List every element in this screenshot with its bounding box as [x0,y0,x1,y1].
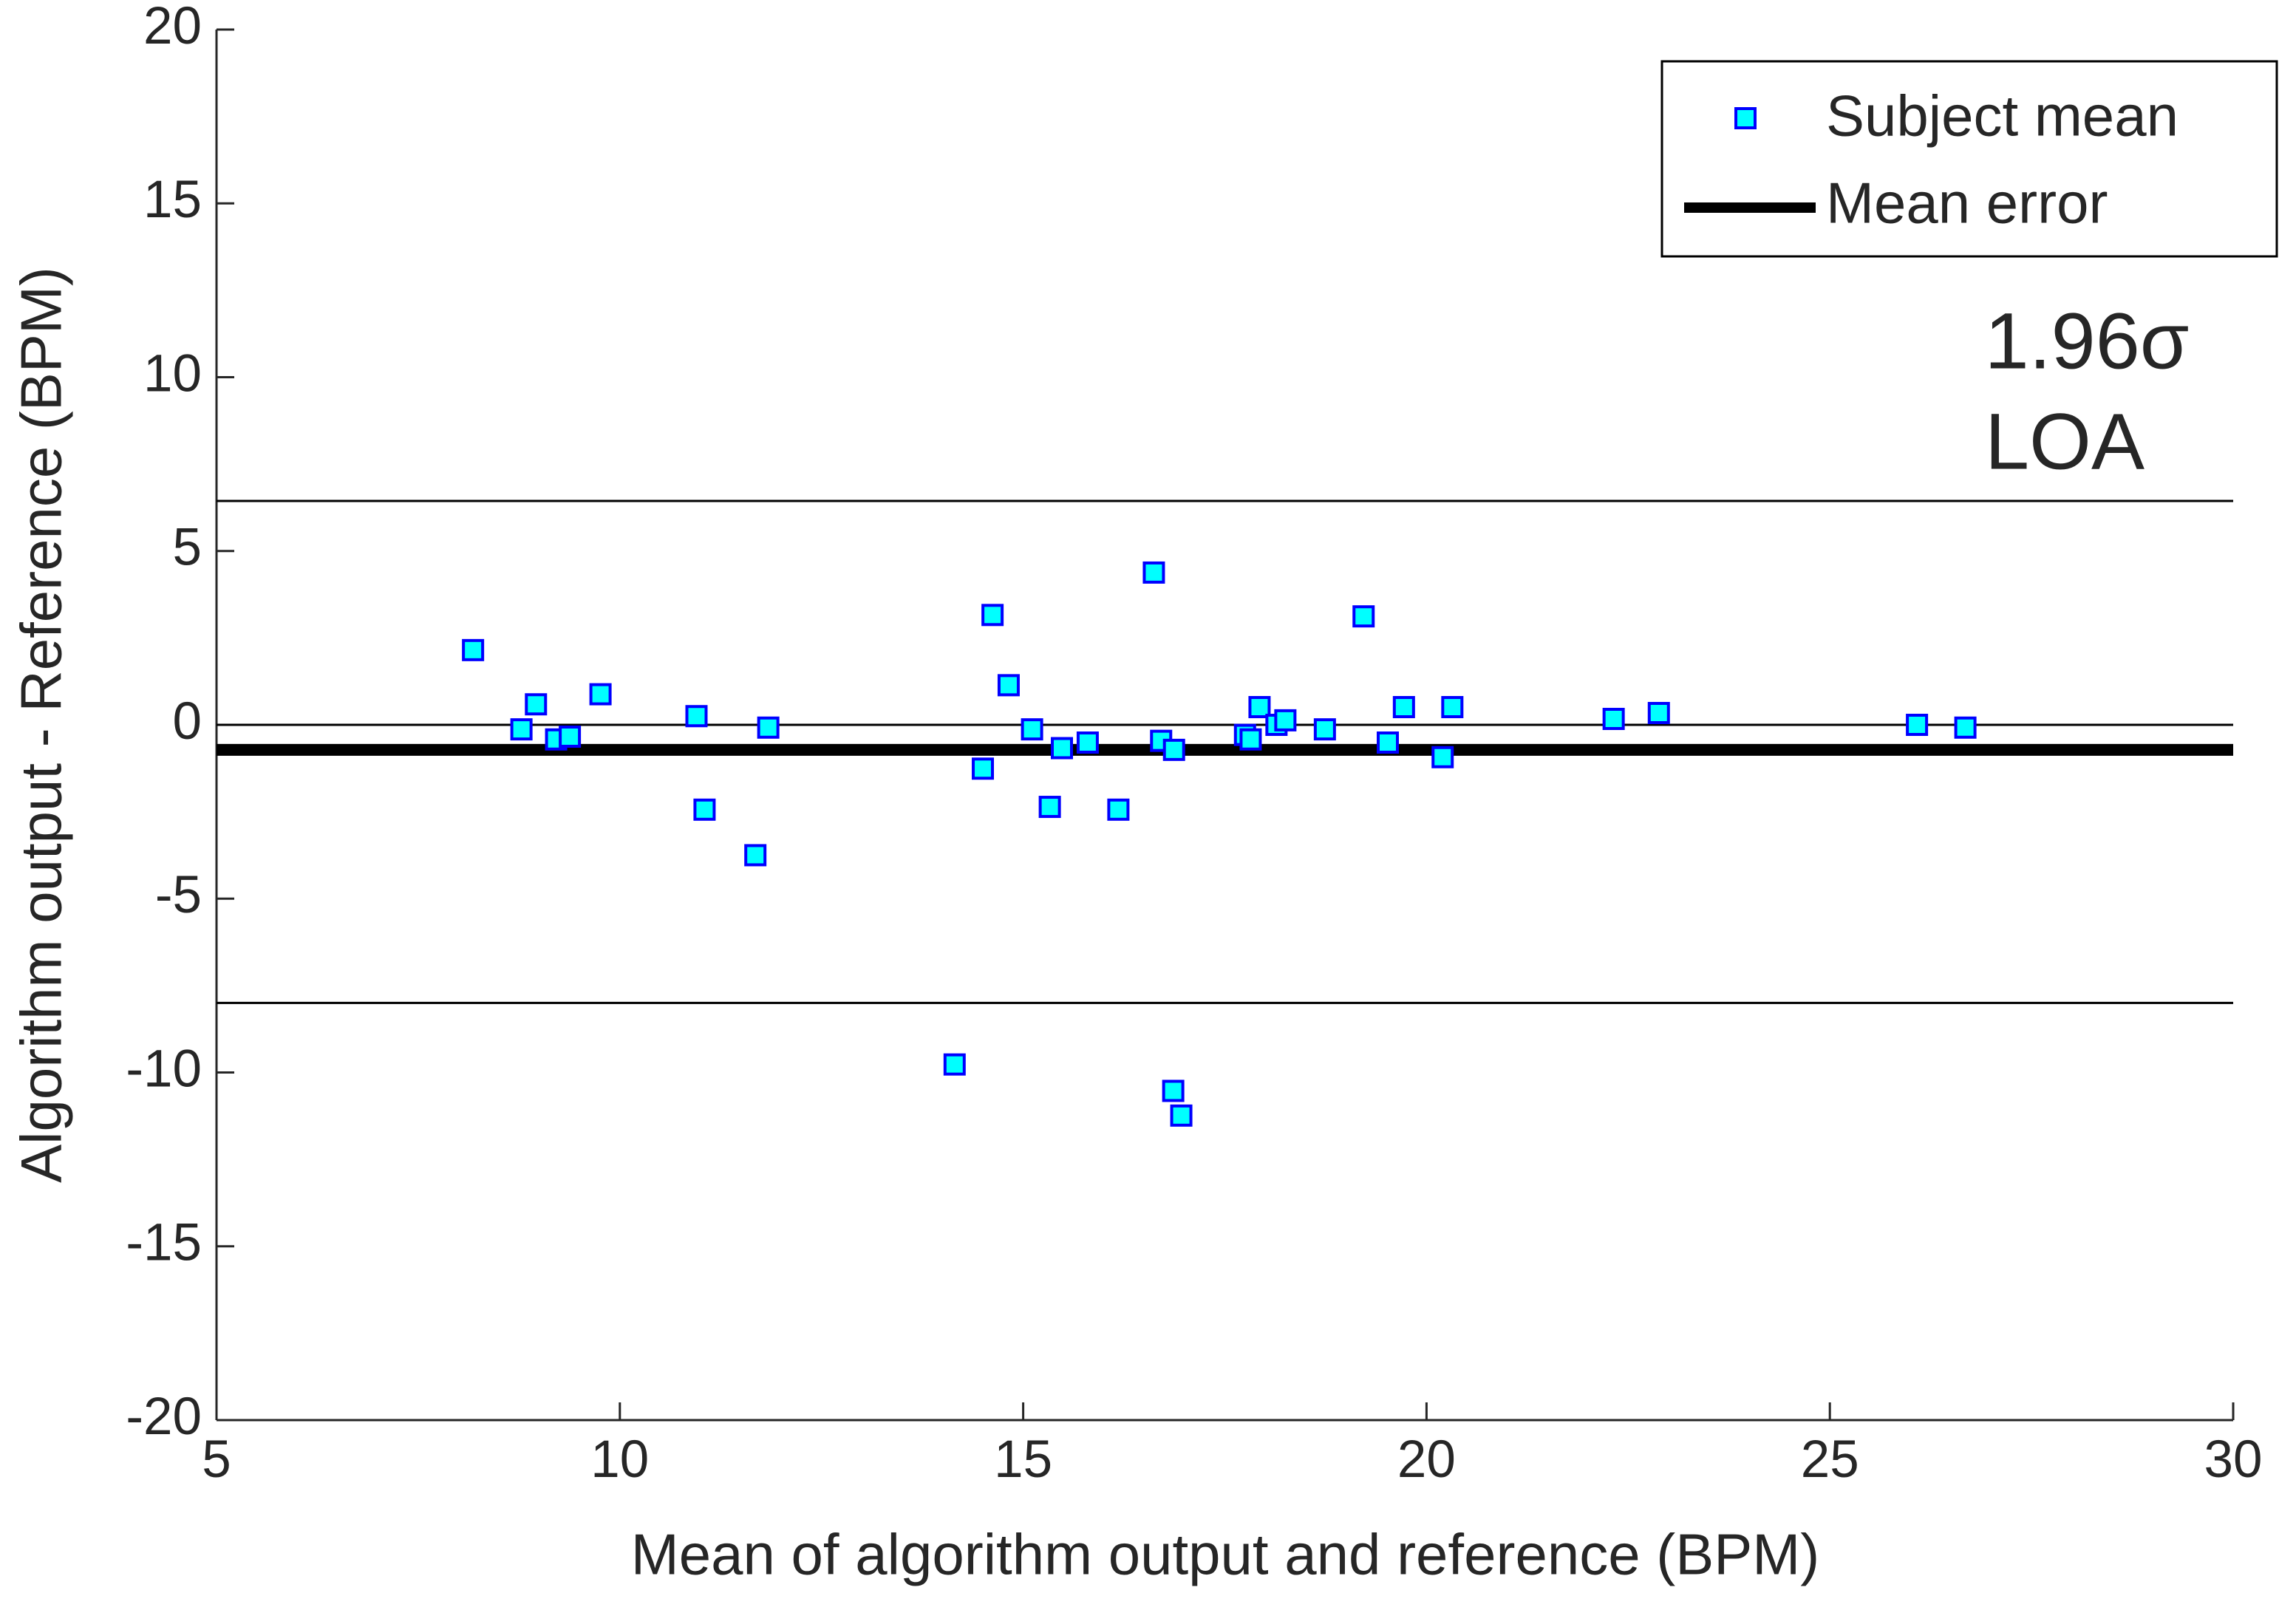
subject-mean-point [1906,714,1929,736]
subject-mean-point [997,674,1020,697]
subject-mean-point [589,683,612,706]
y-tick-label: -15 [126,1214,202,1272]
y-tick-label: 0 [173,692,202,751]
y-tick-label: -5 [155,866,202,924]
y-tick-label: 5 [173,519,202,577]
x-tick-label: 10 [590,1430,649,1489]
subject-mean-point [1142,561,1165,584]
x-tick-label: 25 [1801,1430,1859,1489]
subject-mean-point [1352,605,1375,628]
legend-label: Mean error [1826,171,2108,236]
y-axis-label: Algorithm output - Reference (BPM) [9,267,74,1183]
x-tick-label: 20 [1397,1430,1456,1489]
subject-mean-point [1162,738,1185,761]
subject-mean-point [1170,1104,1193,1127]
subject-mean-point [1602,708,1625,731]
annotation: LOA [1985,397,2145,486]
legend-marker [1734,107,1757,129]
subject-mean-point [1392,696,1415,719]
y-tick-label: 20 [143,0,202,55]
subject-mean-point [1239,728,1262,751]
subject-mean-point [981,604,1004,627]
subject-mean-point [1248,696,1271,719]
y-tick-label: 15 [143,171,202,229]
x-axis-label: Mean of algorithm output and reference (… [631,1522,1819,1587]
subject-mean-point [1647,702,1670,725]
subject-mean-point [693,798,716,821]
subject-mean-point [1313,718,1336,741]
subject-mean-point [1954,716,1977,739]
subject-mean-point [1377,731,1400,754]
subject-mean-point [1021,718,1043,741]
y-tick-label: -20 [126,1388,202,1446]
y-tick-label: -10 [126,1040,202,1098]
subject-mean-point [1431,746,1454,768]
subject-mean-point [1441,696,1464,719]
legend-box [1660,60,2278,258]
x-tick-label: 30 [2204,1430,2263,1489]
y-tick-label: 10 [143,344,202,403]
subject-mean-point [972,757,995,780]
subject-mean-point [685,705,708,728]
subject-mean-point [1038,796,1061,819]
legend-label: Subject mean [1826,83,2179,149]
subject-mean-point [744,844,767,867]
subject-mean-point [1274,709,1297,731]
subject-mean-point [462,638,485,661]
subject-mean-point [943,1053,966,1076]
annotation: 1.96σ [1985,296,2190,386]
subject-mean-point [1162,1079,1185,1102]
subject-mean-point [510,718,533,741]
x-tick-label: 5 [202,1430,231,1489]
subject-mean-point [559,725,582,748]
subject-mean-point [1050,737,1073,760]
x-tick-label: 15 [994,1430,1052,1489]
subject-mean-point [1107,798,1130,821]
subject-mean-point [757,716,780,739]
subject-mean-point [525,693,548,716]
subject-mean-point [1076,731,1099,754]
